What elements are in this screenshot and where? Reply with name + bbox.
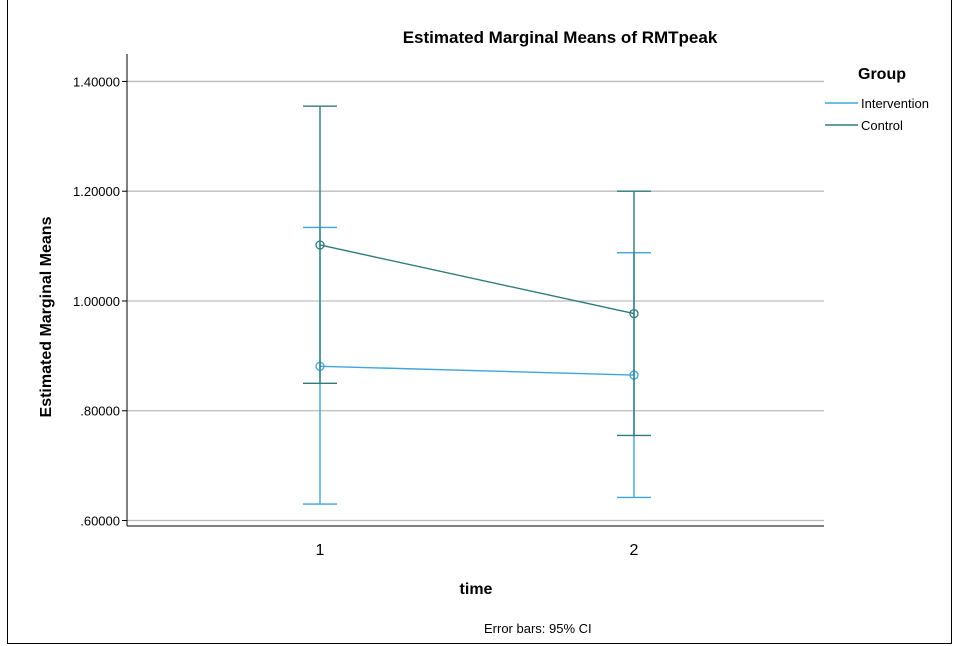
y-tick-label: 1.00000 [73, 294, 120, 309]
grid-lines [127, 80, 824, 522]
chart-frame [7, 0, 952, 644]
y-tick-label: .80000 [80, 404, 120, 419]
series-line [319, 244, 635, 315]
series-layer [303, 105, 651, 505]
y-axis-title: Estimated Marginal Means [38, 216, 55, 417]
data-point [315, 240, 325, 250]
data-point [629, 308, 639, 319]
y-tick-labels: .60000 .80000 1.00000 1.20000 1.40000 [73, 74, 120, 528]
y-tick-label: 1.40000 [73, 74, 120, 89]
x-tick-label: 2 [630, 542, 639, 559]
chart-title: Estimated Marginal Means of RMTpeak [403, 28, 718, 47]
legend-label: Intervention [861, 96, 929, 111]
x-axis-title: time [460, 581, 493, 598]
y-tick-label: 1.20000 [73, 184, 120, 199]
error-bars-note: Error bars: 95% CI [484, 621, 592, 636]
legend: Group Intervention Control [825, 66, 929, 133]
x-tick-label: 1 [316, 542, 325, 559]
series-control [303, 105, 651, 437]
series-line [319, 365, 635, 376]
legend-label: Control [861, 118, 903, 133]
y-tick-label: .60000 [80, 514, 120, 529]
axes [122, 54, 824, 527]
legend-title: Group [858, 66, 906, 83]
series-intervention [303, 226, 651, 505]
